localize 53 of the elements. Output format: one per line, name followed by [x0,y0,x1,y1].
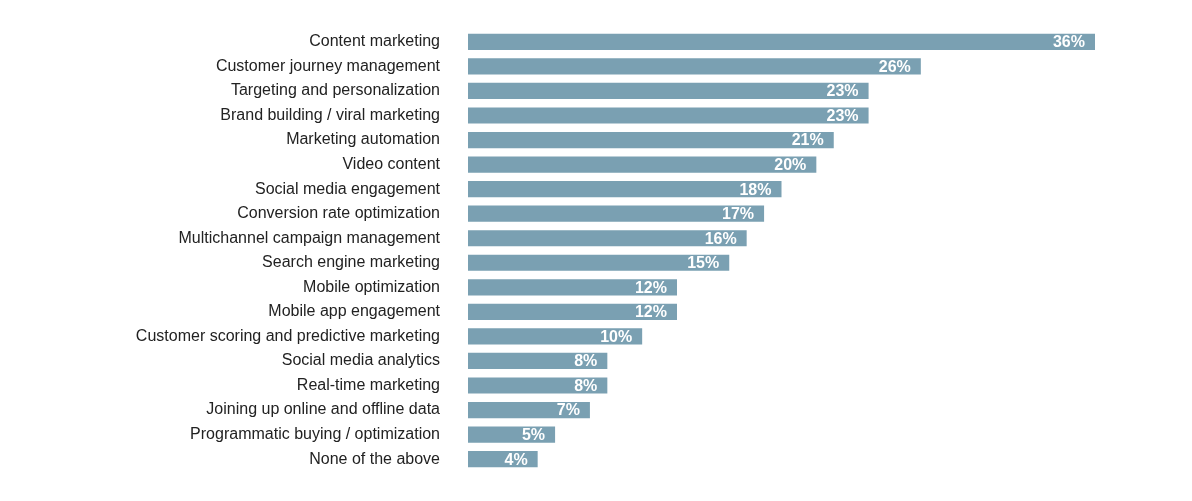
data-label: 7% [556,401,580,419]
bar [468,254,730,271]
bar [468,401,590,419]
data-label: 20% [774,156,807,173]
bar [468,156,817,173]
data-label: 10% [600,327,633,345]
y-tick-label: None of the above [309,449,441,467]
data-label: 18% [739,180,772,198]
data-label: 16% [704,229,737,247]
bar [468,131,834,149]
y-tick-label: Conversion rate optimization [237,204,440,222]
data-label: 12% [634,278,667,296]
bar [468,303,677,320]
bar [468,426,556,443]
y-tick-label: Video content [342,155,441,172]
bar [468,107,869,124]
y-tick-label: Joining up online and offline data [206,400,441,418]
y-tick-label: Programmatic buying / optimization [190,424,440,442]
y-tick-label: Real-time marketing [296,375,440,393]
data-label: 4% [504,450,528,468]
data-label: 8% [574,352,598,370]
y-tick-label: Mobile optimization [303,277,440,295]
bar [468,205,765,222]
data-label: 21% [791,131,824,149]
y-tick-label: Mobile app engagement [268,302,441,320]
bar [468,33,1095,50]
y-tick-label: Social media analytics [281,351,440,369]
y-tick-label: Targeting and personalization [230,81,440,99]
bar [468,377,608,394]
y-tick-label: Customer scoring and predictive marketing [135,326,440,344]
y-tick-label: Customer journey management [215,56,441,74]
bar [468,82,869,100]
data-label: 36% [1052,33,1085,51]
data-label: 15% [687,254,720,272]
data-label: 23% [826,106,859,124]
data-label: 5% [521,425,546,443]
data-label: 23% [826,82,859,100]
bar [468,181,782,198]
y-tick-label: Marketing automation [286,130,440,148]
data-label: 8% [574,376,598,394]
bar [468,328,643,345]
data-label: 26% [878,57,911,75]
y-tick-label: Search engine marketing [262,253,440,271]
bar [468,352,608,370]
data-label: 12% [634,303,667,321]
bar [468,279,677,296]
y-tick-label: Content marketing [309,32,440,50]
bar [468,230,747,247]
y-tick-label: Social media engagement [254,179,441,197]
y-tick-label: Multichannel campaign management [178,228,441,246]
y-tick-label: Brand building / viral marketing [220,105,440,123]
bar [468,58,921,75]
data-label: 17% [722,205,755,223]
